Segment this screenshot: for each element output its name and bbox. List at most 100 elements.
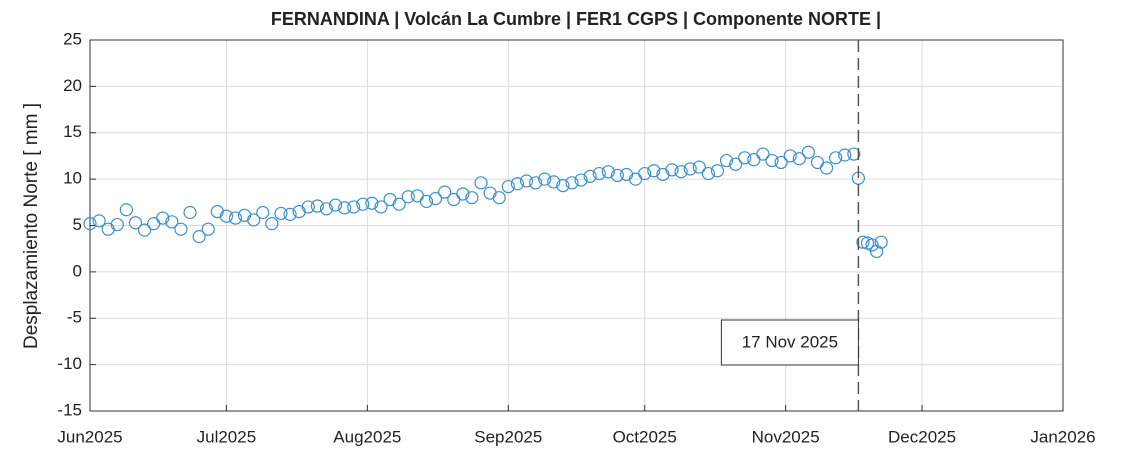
- x-tick-label: Jul2025: [197, 427, 257, 446]
- data-point: [447, 192, 461, 207]
- data-point: [874, 235, 888, 249]
- y-tick-label: 15: [63, 122, 82, 141]
- chart-title: FERNANDINA | Volcán La Cumbre | FER1 CGP…: [271, 9, 881, 29]
- x-tick-label: Nov2025: [752, 427, 820, 446]
- x-tick-label: Jun2025: [57, 427, 122, 446]
- y-axis-label: Desplazamiento Norte [ mm ]: [21, 103, 42, 349]
- data-point: [856, 235, 870, 249]
- y-tick-label: -15: [57, 400, 82, 419]
- y-tick-label: -10: [57, 354, 82, 373]
- data-point: [565, 176, 579, 190]
- x-tick-label: Jan2026: [1030, 427, 1095, 446]
- data-point: [519, 174, 534, 188]
- data-point: [319, 202, 334, 216]
- data-point: [738, 151, 752, 165]
- data-point: [228, 211, 243, 225]
- data-point: [528, 176, 543, 190]
- data-point: [438, 185, 452, 199]
- data-point: [165, 215, 179, 229]
- y-tick-label: 10: [63, 169, 82, 188]
- data-point: [719, 153, 734, 168]
- data-point: [219, 209, 234, 223]
- data-point: [710, 164, 725, 178]
- y-tick-label: -5: [67, 308, 82, 327]
- data-point: [692, 160, 706, 174]
- data-point: [428, 192, 443, 206]
- data-point: [665, 163, 679, 177]
- data-point: [765, 153, 779, 168]
- data-point: [492, 191, 506, 205]
- data-point: [792, 152, 806, 166]
- data-point: [701, 166, 715, 181]
- data-point: [583, 169, 597, 183]
- data-point: [747, 153, 761, 167]
- y-tick-label: 25: [63, 29, 82, 48]
- x-tick-label: Sep2025: [474, 427, 542, 446]
- data-point: [328, 198, 343, 212]
- data-point: [819, 161, 834, 175]
- data-point: [183, 205, 197, 220]
- data-point: [392, 197, 406, 211]
- data-point: [83, 217, 97, 231]
- data-point: [256, 205, 270, 220]
- data-point: [547, 175, 561, 189]
- plot-frame: [89, 39, 1064, 412]
- data-point: [601, 165, 615, 179]
- data-point: [647, 164, 661, 178]
- annotation-box: [720, 319, 859, 366]
- data-point: [810, 155, 825, 170]
- data-point: [456, 187, 470, 201]
- data-point: [510, 177, 524, 191]
- data-point: [592, 166, 606, 181]
- data-point: [110, 217, 124, 232]
- data-point: [465, 191, 479, 205]
- data-point: [410, 189, 424, 203]
- data-point: [847, 147, 861, 161]
- x-tick-label: Aug2025: [333, 427, 401, 446]
- data-point: [383, 192, 397, 207]
- data-point: [119, 203, 133, 217]
- data-point: [147, 217, 161, 231]
- data-point: [501, 179, 515, 194]
- data-point: [265, 217, 279, 231]
- data-point: [338, 201, 352, 215]
- data-point: [574, 173, 588, 187]
- data-point: [92, 214, 106, 228]
- data-point: [274, 206, 288, 221]
- y-tick-label: 0: [73, 261, 82, 280]
- data-point: [283, 207, 297, 221]
- data-point: [838, 148, 852, 162]
- data-point: [210, 204, 224, 219]
- data-point: [128, 216, 143, 230]
- x-tick-label: Dec2025: [888, 427, 956, 446]
- data-point: [729, 157, 743, 171]
- data-point: [247, 213, 261, 227]
- data-point: [683, 162, 697, 176]
- data-point: [347, 200, 361, 214]
- data-point: [610, 168, 625, 183]
- data-point: [756, 147, 770, 161]
- data-point: [774, 155, 788, 170]
- data-point: [310, 199, 324, 213]
- data-point: [783, 149, 797, 163]
- data-point: [474, 176, 488, 190]
- data-point: [174, 222, 188, 236]
- data-point: [192, 230, 206, 244]
- data-point: [365, 196, 379, 210]
- data-point: [419, 194, 434, 208]
- y-tick-label: 20: [63, 76, 82, 95]
- data-point: [301, 200, 315, 214]
- data-point: [401, 190, 415, 204]
- data-point: [556, 179, 570, 193]
- x-tick-label: Oct2025: [613, 427, 677, 446]
- data-point: [538, 172, 552, 186]
- data-point: [483, 186, 497, 200]
- data-point: [829, 151, 843, 165]
- data-point: [865, 238, 879, 252]
- data-point: [156, 211, 170, 225]
- data-point: [356, 197, 370, 211]
- data-point: [201, 222, 215, 236]
- data-point: [638, 166, 652, 181]
- annotation-text: 17 Nov 2025: [742, 332, 838, 351]
